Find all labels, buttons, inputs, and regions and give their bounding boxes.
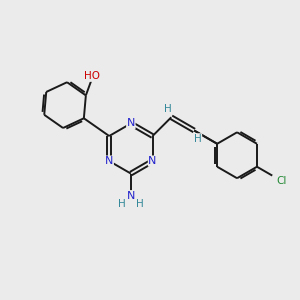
Text: N: N: [127, 118, 135, 128]
Text: H: H: [194, 134, 202, 144]
Text: H: H: [136, 200, 144, 209]
Text: H: H: [164, 104, 172, 114]
Text: Cl: Cl: [276, 176, 286, 186]
Text: H: H: [118, 200, 125, 209]
Text: HO: HO: [84, 71, 100, 81]
Text: N: N: [127, 190, 135, 201]
Text: N: N: [105, 156, 113, 166]
Text: N: N: [148, 156, 157, 166]
